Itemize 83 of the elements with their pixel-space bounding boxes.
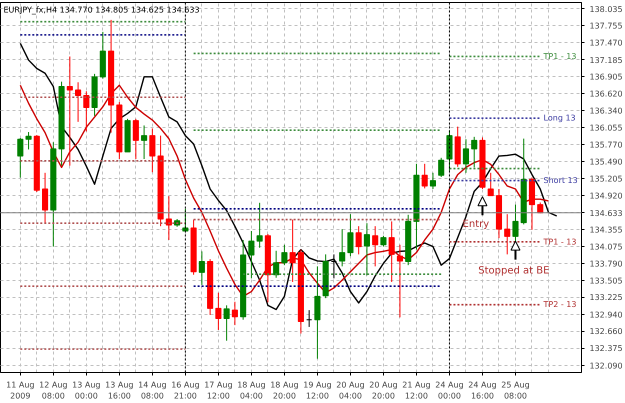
ref-line-label: 134.633 xyxy=(590,208,623,218)
y-tick-label: 136.905 xyxy=(590,72,623,82)
candlestick xyxy=(462,138,470,174)
candlestick xyxy=(66,56,73,166)
candlestick xyxy=(372,226,378,267)
x-tick-label: 11 Aug 2009 xyxy=(6,380,34,400)
x-tick-label: 18 Aug 04:00 xyxy=(237,380,266,400)
y-tick-label: 136.620 xyxy=(590,90,623,99)
y-tick-label: 133.225 xyxy=(590,293,623,302)
candlestick xyxy=(149,128,156,173)
candlestick xyxy=(306,310,312,328)
candlestick xyxy=(380,235,386,248)
x-tick-label: 25 Aug 08:00 xyxy=(501,380,530,400)
annotation: Stopped at BE xyxy=(478,265,550,276)
x-tick-label: 20 Aug 20:00 xyxy=(369,380,398,400)
candlestick xyxy=(83,90,90,132)
candlestick xyxy=(166,196,172,240)
candlestick xyxy=(438,157,444,178)
candlestick xyxy=(42,172,48,224)
candlestick xyxy=(232,301,238,326)
candlestick xyxy=(364,222,370,276)
series-label: Long 13 xyxy=(544,114,576,123)
candlestick xyxy=(422,163,428,189)
y-tick-label: 135.205 xyxy=(590,174,623,184)
candlestick xyxy=(198,250,205,286)
y-tick-label: 138.035 xyxy=(590,4,623,14)
candlestick xyxy=(248,230,254,279)
y-tick-label: 136.055 xyxy=(590,124,623,133)
y-tick-label: 134.920 xyxy=(590,192,623,201)
candlestick xyxy=(256,202,263,248)
x-tick-label: 16 Aug 21:00 xyxy=(171,380,200,400)
x-tick-label: 19 Aug 12:00 xyxy=(303,380,332,400)
y-tick-label: 133.790 xyxy=(590,259,623,268)
x-tick-label: 17 Aug 12:00 xyxy=(204,380,233,400)
x-tick-label: 12 Aug 08:00 xyxy=(39,380,68,400)
candlestick xyxy=(339,228,346,267)
candlestick xyxy=(347,214,354,257)
x-tick-label: 24 Aug 00:00 xyxy=(435,380,464,400)
x-tick-label: 13 Aug 16:00 xyxy=(105,380,134,400)
candlestick xyxy=(26,132,32,150)
y-tick-label: 135.490 xyxy=(590,157,623,166)
x-tick-label: 18 Aug 20:00 xyxy=(270,380,299,400)
y-tick-label: 137.185 xyxy=(590,56,623,65)
y-tick-label: 134.075 xyxy=(590,242,623,252)
series-label: TP1 - 13 xyxy=(542,237,576,246)
candlestick xyxy=(396,244,403,318)
y-tick-label: 132.375 xyxy=(590,344,623,354)
chart-title: EURJPY_fx,H4 134.770 134.805 134.625 134.633 xyxy=(4,6,200,14)
series-label: TP1 - 13 xyxy=(542,52,576,61)
candlestick xyxy=(17,138,24,178)
series-label: Short 13 xyxy=(544,176,578,186)
x-tick-label: 21 Aug 12:00 xyxy=(402,380,431,400)
x-tick-label: 24 Aug 16:00 xyxy=(468,380,497,400)
candlestick xyxy=(430,172,436,190)
candlestick xyxy=(388,220,395,282)
candlestick xyxy=(290,219,296,282)
candlestick xyxy=(488,172,494,196)
candlestick xyxy=(471,136,478,168)
candlestick xyxy=(75,82,82,122)
y-tick-label: 135.770 xyxy=(590,140,623,150)
candlestick xyxy=(215,292,222,330)
annotation: Entry xyxy=(462,219,490,230)
y-tick-label: 132.940 xyxy=(590,310,623,320)
candlestick xyxy=(314,266,320,360)
y-tick-label: 133.505 xyxy=(590,276,623,286)
candlestick xyxy=(356,226,362,255)
y-tick-label: 132.090 xyxy=(590,361,623,370)
candlestick xyxy=(273,250,280,278)
candlestick xyxy=(141,124,148,160)
y-tick-label: 134.355 xyxy=(590,225,623,234)
candlestick xyxy=(504,214,510,255)
x-tick-label: 20 Aug 04:00 xyxy=(336,380,365,400)
x-tick-label: 14 Aug 08:00 xyxy=(138,380,167,400)
y-tick-label: 137.755 xyxy=(590,22,623,31)
series-label: TP2 - 13 xyxy=(542,300,576,310)
candlestick xyxy=(281,244,288,266)
candlestick xyxy=(330,254,337,279)
candlestick xyxy=(132,118,139,160)
candlestick xyxy=(224,304,230,342)
y-tick-label: 137.470 xyxy=(590,38,623,48)
y-tick-label: 136.340 xyxy=(590,106,623,116)
y-tick-label: 132.660 xyxy=(590,327,623,336)
x-tick-label: 13 Aug 00:00 xyxy=(72,380,100,400)
